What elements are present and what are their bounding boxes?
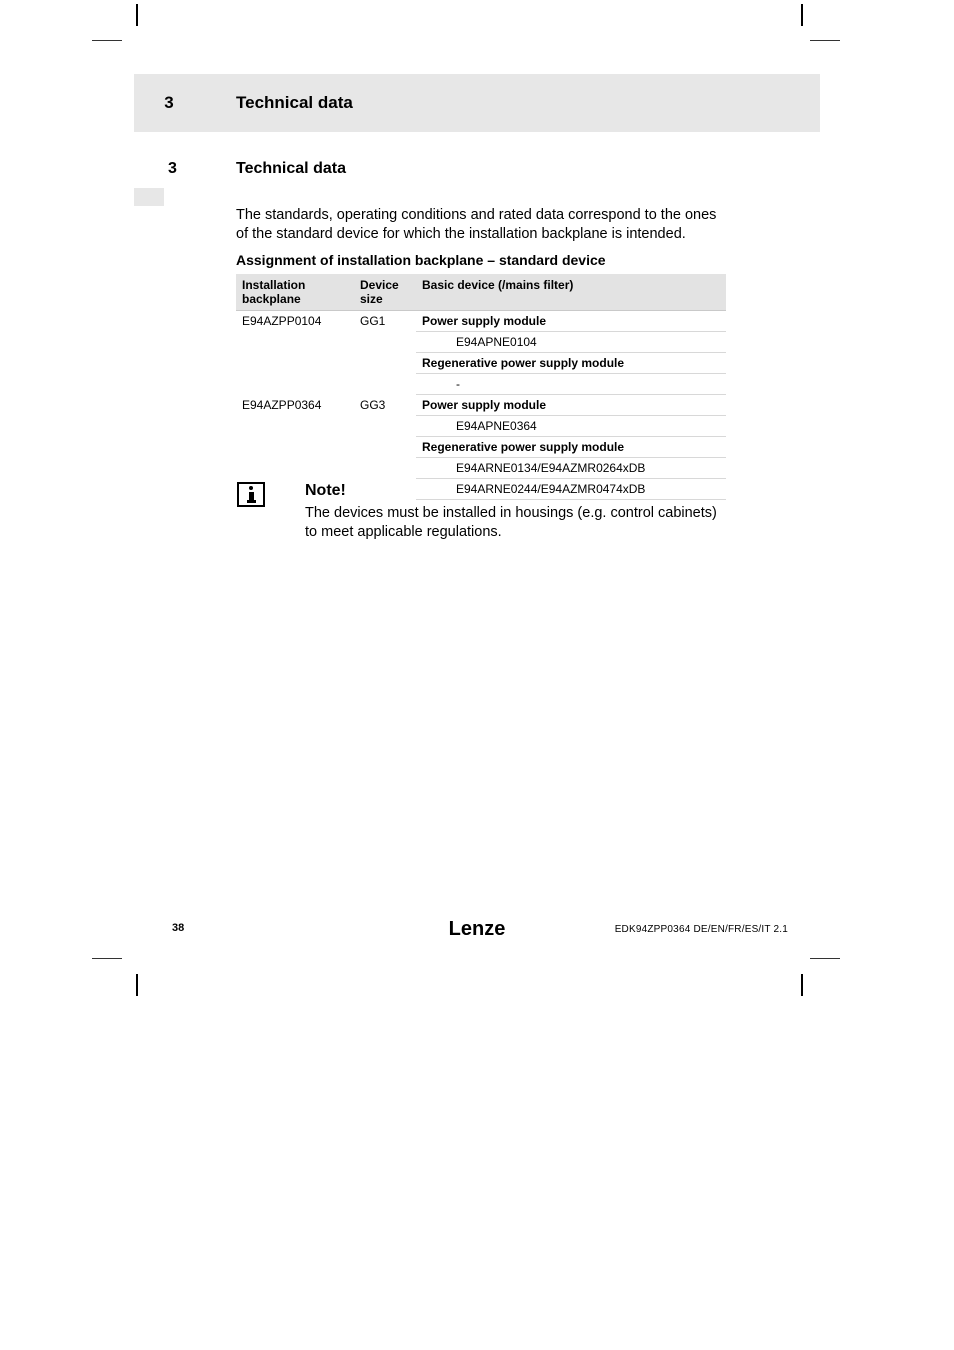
crop-mark (136, 4, 138, 26)
cell-module-head: Power supply module (416, 311, 726, 332)
table-caption: Assignment of installation backplane – s… (236, 252, 606, 268)
crop-mark (801, 974, 803, 996)
th-backplane: Installation backplane (236, 274, 354, 311)
crop-mark (92, 40, 122, 41)
section-number: 3 (168, 160, 236, 178)
chapter-number: 3 (134, 93, 204, 113)
table-row: E94AZPP0104 GG1 Power supply module (236, 311, 726, 332)
brand-logo: Lenze (449, 918, 506, 941)
note-title: Note! (305, 482, 720, 500)
table-header-row: Installation backplane Device size Basic… (236, 274, 726, 311)
th-device-size: Device size (354, 274, 416, 311)
page-footer: 38 Lenze EDK94ZPP0364 DE/EN/FR/ES/IT 2.1 (134, 918, 820, 942)
table-row: E94AZPP0364 GG3 Power supply module (236, 395, 726, 416)
document-id: EDK94ZPP0364 DE/EN/FR/ES/IT 2.1 (615, 924, 788, 935)
info-icon (237, 482, 265, 507)
cell-module-head: Power supply module (416, 395, 726, 416)
intro-paragraph: The standards, operating conditions and … (236, 206, 728, 244)
crop-mark (810, 40, 840, 41)
note-block: Note! The devices must be installed in h… (243, 482, 720, 542)
th-basic-device: Basic device (/mains filter) (416, 274, 726, 311)
page-number: 38 (172, 922, 184, 934)
cell-module-item: E94APNE0364 (416, 416, 726, 437)
crop-mark (810, 958, 840, 959)
crop-mark (801, 4, 803, 26)
cell-module-item: E94APNE0104 (416, 332, 726, 353)
cell-size: GG1 (354, 311, 416, 395)
note-text: The devices must be installed in housing… (305, 504, 720, 542)
assignment-table: Installation backplane Device size Basic… (236, 274, 726, 500)
chapter-banner: 3 Technical data (134, 74, 820, 132)
cell-backplane: E94AZPP0104 (236, 311, 354, 395)
crop-mark (92, 958, 122, 959)
cell-module-head: Regenerative power supply module (416, 437, 726, 458)
cell-module-item: E94ARNE0134/E94AZMR0264xDB (416, 458, 726, 479)
cell-module-item: - (416, 374, 726, 395)
chapter-title: Technical data (236, 93, 353, 113)
cell-module-head: Regenerative power supply module (416, 353, 726, 374)
crop-mark (136, 974, 138, 996)
section-title: Technical data (236, 160, 346, 178)
margin-marker (134, 188, 164, 206)
section-heading: 3 Technical data (168, 160, 346, 178)
